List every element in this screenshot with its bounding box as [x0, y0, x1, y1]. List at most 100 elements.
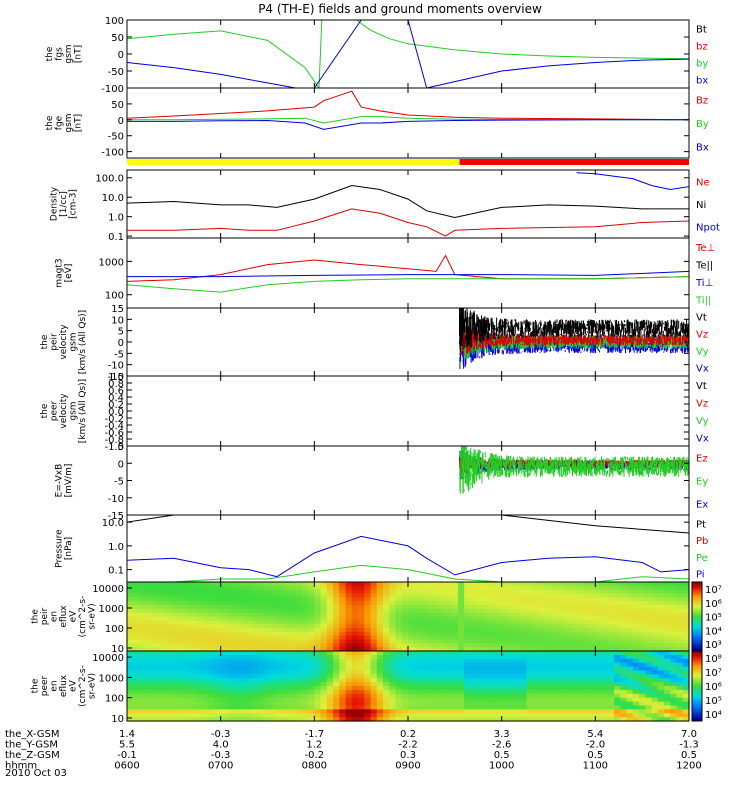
heatmap-cell	[145, 643, 153, 648]
heatmap-cell	[457, 628, 465, 633]
heatmap-cell	[539, 709, 546, 714]
heatmap-cell	[401, 654, 409, 660]
heatmap-cell	[545, 658, 553, 664]
heatmap-cell	[251, 682, 259, 687]
heatmap-cell	[383, 635, 390, 641]
heatmap-cell	[526, 666, 534, 672]
heatmap-cell	[464, 612, 472, 618]
heatmap-cell	[564, 608, 571, 614]
heatmap-cell	[539, 682, 546, 687]
heatmap-cell	[195, 620, 203, 625]
heatmap-cell	[314, 608, 322, 614]
heatmap-cell	[564, 662, 571, 668]
heatmap-cell	[276, 612, 284, 618]
heatmap-cell	[133, 593, 141, 598]
heatmap-cell	[676, 639, 684, 644]
ephemeris-value: 0600	[114, 761, 139, 772]
heatmap-cell	[189, 616, 197, 621]
heatmap-cell	[551, 682, 559, 687]
heatmap-cell	[127, 678, 134, 683]
heatmap-cell	[620, 631, 628, 637]
heatmap-cell	[201, 585, 209, 591]
heatmap-cell	[151, 624, 159, 629]
heatmap-cell	[189, 612, 197, 618]
heatmap-cell	[220, 593, 228, 598]
heatmap-cell	[289, 582, 297, 587]
heatmap-cell	[320, 643, 328, 648]
heatmap-cell	[320, 631, 328, 637]
heatmap-cell	[220, 693, 228, 699]
heatmap-cell	[339, 612, 347, 618]
heatmap-cell	[482, 635, 490, 641]
heatmap-cell	[176, 620, 184, 625]
heatmap-cell	[639, 589, 646, 595]
heatmap-cell	[607, 705, 615, 710]
heatmap-cell	[595, 601, 603, 606]
heatmap-cell	[482, 693, 490, 699]
heatmap-cell	[326, 647, 334, 652]
heatmap-cell	[376, 686, 384, 691]
heatmap-cell	[520, 670, 528, 675]
heatmap-cell	[301, 701, 309, 707]
heatmap-cell	[476, 709, 484, 714]
series-line	[127, 20, 689, 88]
heatmap-cell	[620, 705, 628, 710]
heatmap-cell	[620, 647, 628, 652]
heatmap-cell	[208, 643, 216, 648]
heatmap-cell	[414, 585, 422, 591]
heatmap-cell	[201, 643, 209, 648]
heatmap-cell	[514, 612, 521, 618]
heatmap-cell	[601, 585, 609, 591]
heatmap-cell	[520, 608, 528, 614]
heatmap-cell	[133, 605, 141, 610]
heatmap-cell	[339, 674, 347, 679]
panel-peer: the peer velocity gsm [km/s (All Qs)]1.00.80…	[40, 372, 709, 453]
heatmap-cell	[376, 709, 384, 714]
heatmap-cell	[601, 701, 609, 707]
colorbar-cell	[692, 714, 702, 717]
heatmap-cell	[420, 705, 428, 710]
heatmap-cell	[127, 635, 134, 641]
heatmap-cell	[570, 658, 578, 664]
y-axis-label: the	[45, 115, 55, 130]
heatmap-cell	[482, 593, 490, 598]
heatmap-cell	[295, 605, 303, 610]
heatmap-cell	[420, 647, 428, 652]
heatmap-cell	[651, 674, 659, 679]
heatmap-cell	[264, 670, 272, 675]
heatmap-cell	[639, 674, 646, 679]
heatmap-cell	[201, 658, 209, 664]
heatmap-cell	[289, 605, 297, 610]
heatmap-cell	[395, 682, 403, 687]
heatmap-cell	[201, 693, 209, 699]
heatmap-cell	[276, 635, 284, 641]
heatmap-cell	[251, 686, 259, 691]
heatmap-cell	[607, 670, 615, 675]
heatmap-cell	[195, 674, 203, 679]
heatmap-cell	[664, 674, 671, 679]
colorbar-cell	[692, 605, 702, 608]
heatmap-cell	[195, 601, 203, 606]
heatmap-cell	[495, 651, 503, 656]
heatmap-cell	[170, 608, 178, 614]
heatmap-cell	[601, 686, 609, 691]
heatmap-cell	[326, 674, 334, 679]
heatmap-cell	[520, 709, 528, 714]
heatmap-cell	[645, 643, 653, 648]
heatmap-cell	[657, 616, 665, 621]
heatmap-cell	[607, 713, 615, 718]
heatmap-cell	[470, 666, 478, 672]
heatmap-cell	[601, 624, 609, 629]
heatmap-cell	[414, 635, 422, 641]
heatmap-cell	[314, 689, 322, 695]
series-line	[127, 564, 689, 582]
heatmap-cell	[214, 651, 222, 656]
heatmap-cell	[333, 624, 340, 629]
heatmap-cell	[395, 662, 403, 668]
heatmap-cell	[189, 670, 197, 675]
colorbar-cell	[692, 625, 702, 629]
heatmap-cell	[482, 713, 490, 718]
heatmap-cell	[489, 709, 497, 714]
heatmap-cell	[607, 616, 615, 621]
heatmap-cell	[501, 686, 509, 691]
